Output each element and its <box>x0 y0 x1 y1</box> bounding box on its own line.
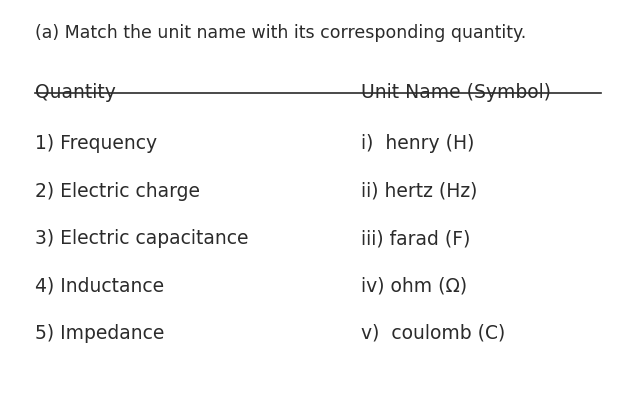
Text: iv) ohm (Ω): iv) ohm (Ω) <box>361 276 467 295</box>
Text: (a) Match the unit name with its corresponding quantity.: (a) Match the unit name with its corresp… <box>35 24 526 42</box>
Text: 3) Electric capacitance: 3) Electric capacitance <box>35 229 248 248</box>
Text: 5) Impedance: 5) Impedance <box>35 324 164 343</box>
Text: 1) Frequency: 1) Frequency <box>35 135 157 154</box>
Text: Unit Name (Symbol): Unit Name (Symbol) <box>361 83 551 102</box>
Text: iii) farad (F): iii) farad (F) <box>361 229 471 248</box>
Text: i)  henry (H): i) henry (H) <box>361 135 474 154</box>
Text: 4) Inductance: 4) Inductance <box>35 276 164 295</box>
Text: Quantity: Quantity <box>35 83 116 102</box>
Text: ii) hertz (Hz): ii) hertz (Hz) <box>361 182 477 201</box>
Text: 2) Electric charge: 2) Electric charge <box>35 182 200 201</box>
Text: v)  coulomb (C): v) coulomb (C) <box>361 324 505 343</box>
